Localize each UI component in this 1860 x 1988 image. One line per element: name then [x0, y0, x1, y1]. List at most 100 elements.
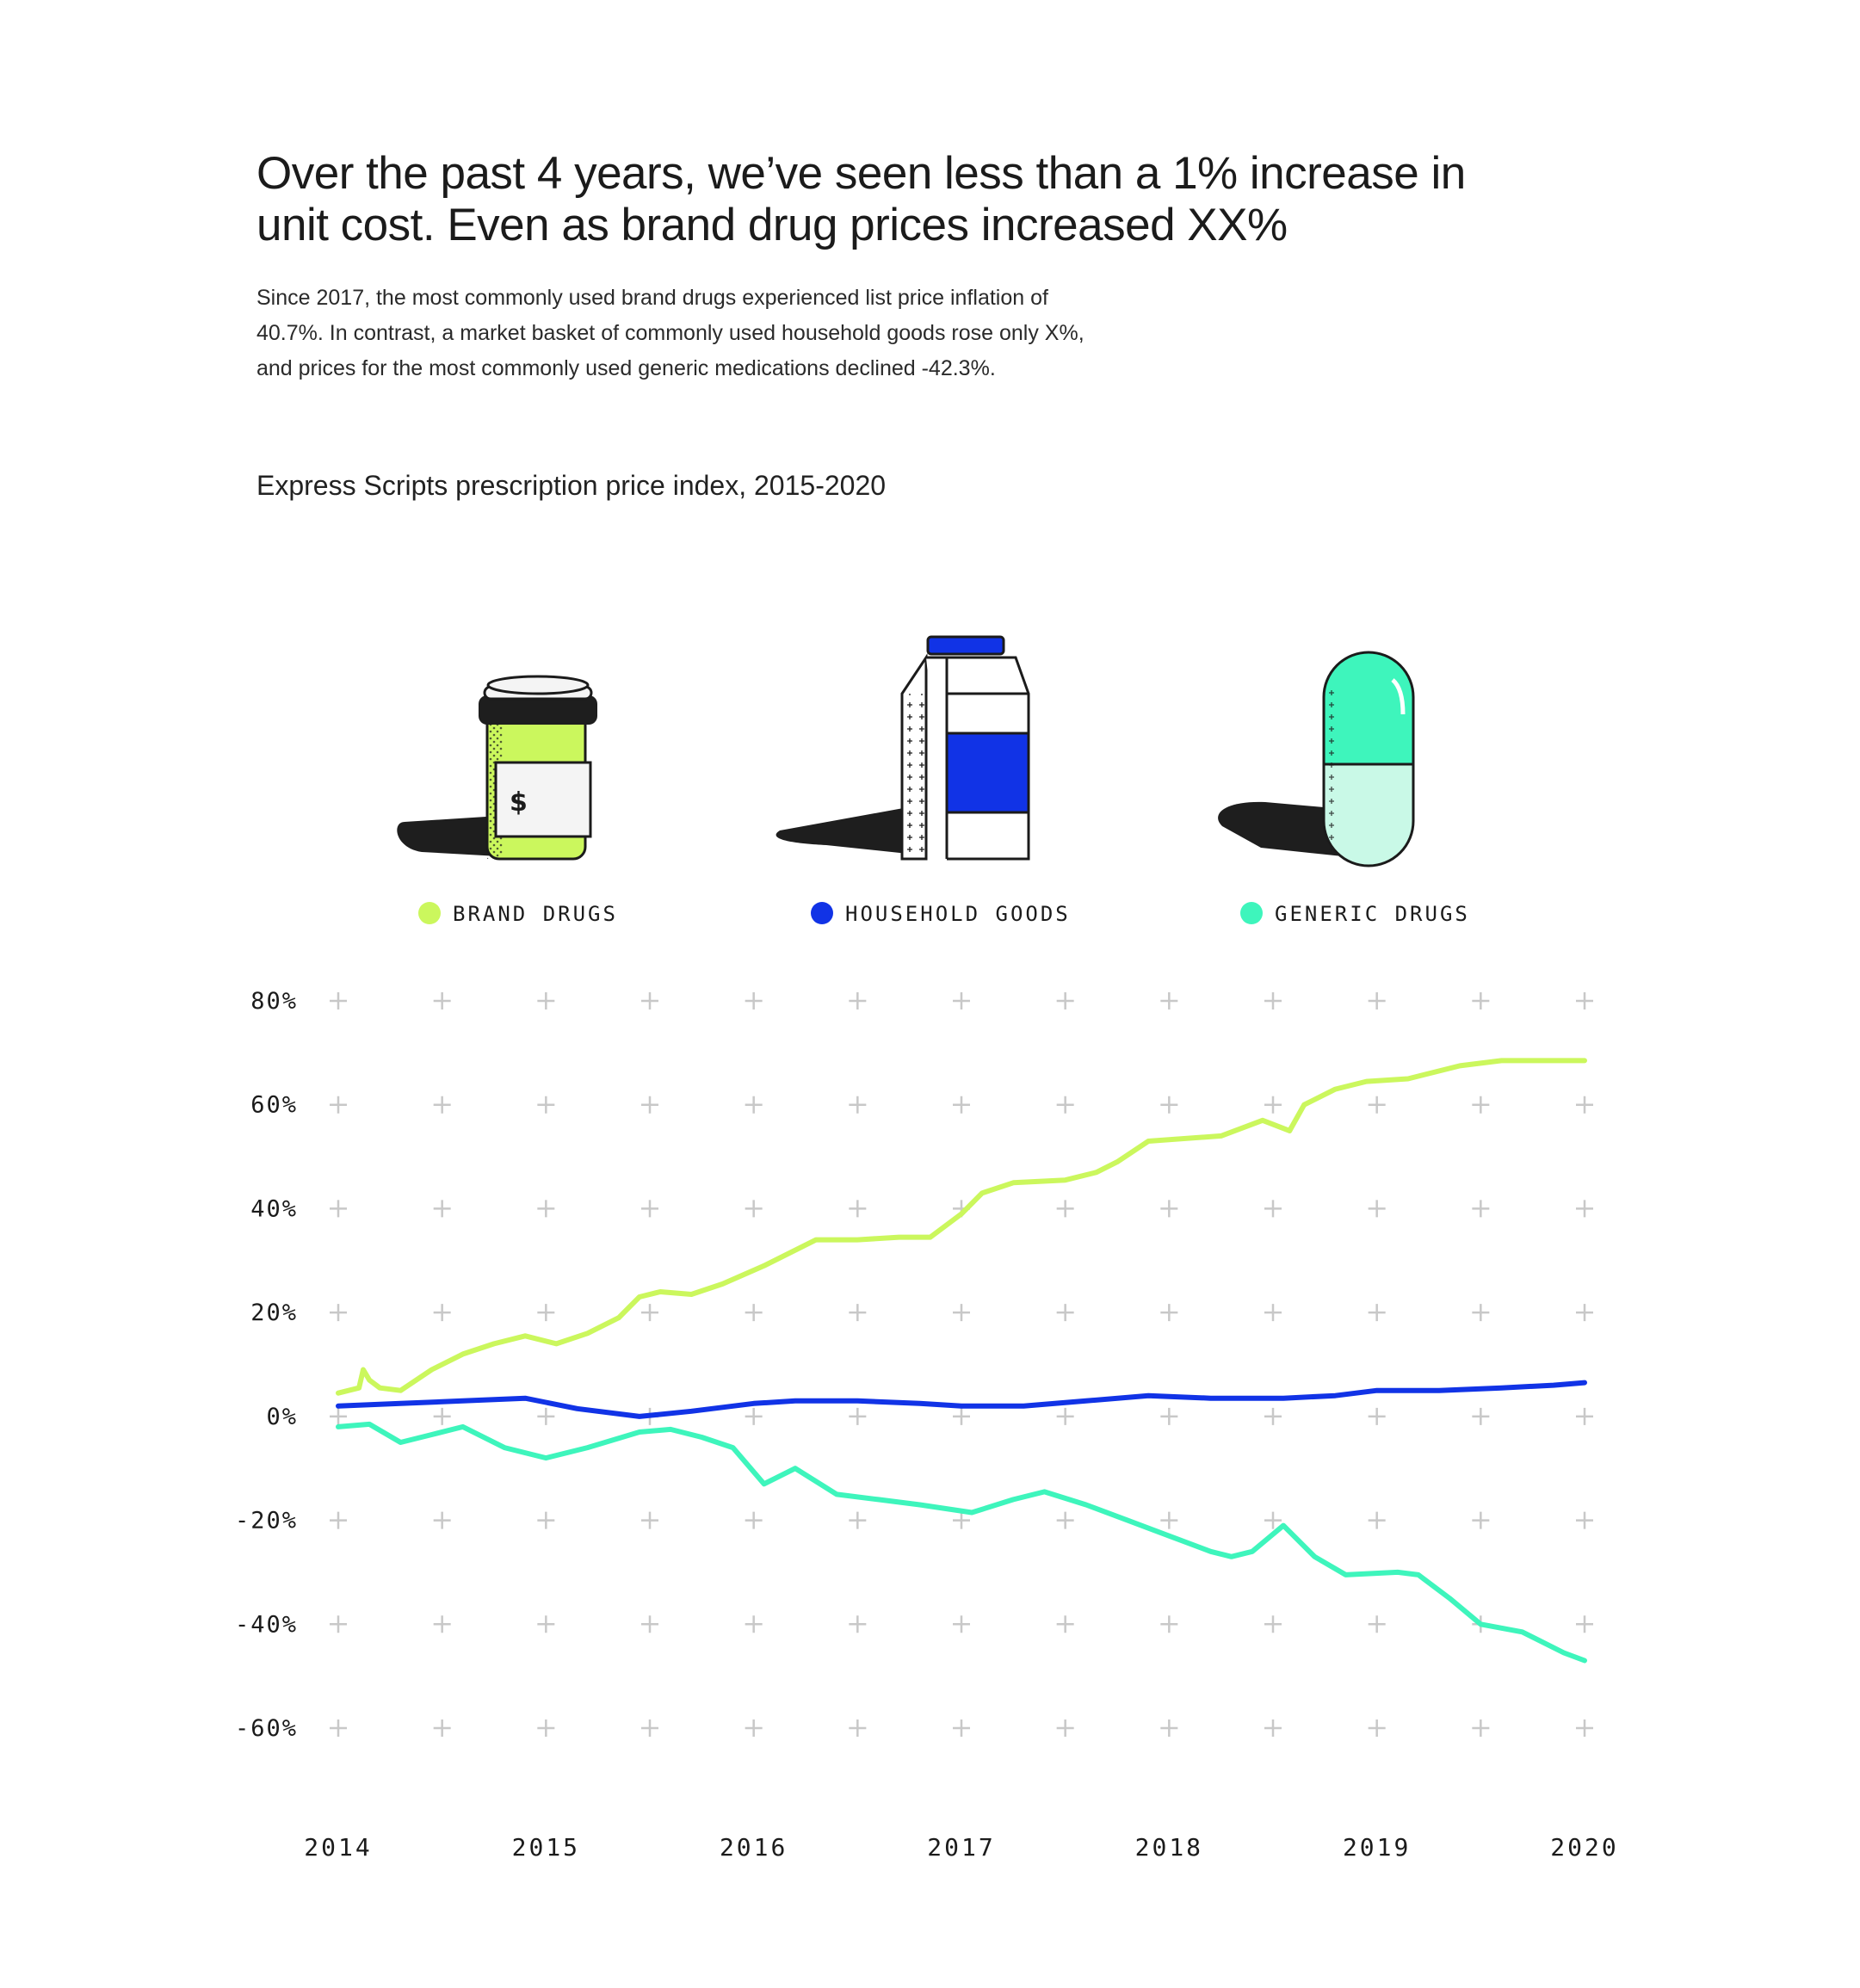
intro-line-2: 40.7%. In contrast, a market basket of c… [256, 321, 1084, 345]
grid-plus [433, 1719, 451, 1737]
grid-plus [1160, 1096, 1178, 1114]
grid-plus [1576, 1719, 1593, 1737]
legend: BRAND DRUGS HOUSEHOLD GOODS GENERIC DRUG… [418, 902, 1470, 926]
x-tick-label: 2014 [304, 1833, 372, 1861]
y-tick-label: 80% [250, 988, 298, 1015]
grid-plus [330, 1407, 347, 1425]
grid-plus [849, 992, 867, 1009]
x-axis: 2014 2015 2016 2017 2018 2019 2020 [304, 1833, 1618, 1861]
grid-plus [1056, 1511, 1074, 1529]
grid-plus [745, 1615, 763, 1633]
grid-plus [745, 1511, 763, 1529]
grid-plus [745, 1096, 763, 1114]
grid-plus [1472, 992, 1490, 1009]
grid-plus [745, 1304, 763, 1322]
chart-title: Express Scripts prescription price index… [256, 470, 887, 501]
grid-plus [1160, 1407, 1178, 1425]
series-line-generic-drugs [336, 1421, 1587, 1664]
grid-plus [1368, 1200, 1386, 1218]
grid-plus [330, 992, 347, 1009]
grid-plus [953, 1615, 970, 1633]
grid-plus [953, 992, 970, 1009]
grid-plus [1472, 1719, 1490, 1737]
grid-plus [849, 1096, 867, 1114]
legend-item-household-goods: HOUSEHOLD GOODS [811, 902, 1068, 926]
grid-plus [1576, 1200, 1593, 1218]
grid-plus [745, 1407, 763, 1425]
grid-plus [849, 1511, 867, 1529]
grid-plus [1368, 1407, 1386, 1425]
grid-plus [537, 992, 555, 1009]
grid-plus [1160, 1719, 1178, 1737]
grid-plus [433, 992, 451, 1009]
grid-plus [537, 1719, 555, 1737]
intro-paragraph: Since 2017, the most commonly used brand… [256, 281, 1203, 386]
grid-plus [953, 1511, 970, 1529]
grid-plus [1576, 1096, 1593, 1114]
grid-plus [849, 1615, 867, 1633]
legend-item-brand-drugs: BRAND DRUGS [418, 902, 618, 926]
grid-plus [1264, 1096, 1282, 1114]
grid-plus [953, 1407, 970, 1425]
grid-plus [1368, 1719, 1386, 1737]
grid-plus [1472, 1096, 1490, 1114]
legend-dot-household-goods [811, 902, 833, 924]
grid-plus [1264, 1511, 1282, 1529]
grid-plus [1368, 1615, 1386, 1633]
grid-plus [1056, 1200, 1074, 1218]
headline-line-2: unit cost. Even as brand drug prices inc… [256, 200, 1288, 250]
headline: Over the past 4 years, we’ve seen less t… [256, 148, 1548, 251]
legend-dot-generic-drugs [1240, 902, 1263, 924]
grid-plus [1264, 1407, 1282, 1425]
grid-plus [1160, 1200, 1178, 1218]
headline-line-1: Over the past 4 years, we’ve seen less t… [256, 148, 1466, 199]
grid-plus [433, 1096, 451, 1114]
legend-item-generic-drugs: GENERIC DRUGS [1240, 902, 1470, 926]
grid-plus [433, 1304, 451, 1322]
grid-plus [641, 1615, 658, 1633]
grid-plus [1368, 1304, 1386, 1322]
grid-plus [330, 1511, 347, 1529]
grid-plus [330, 1304, 347, 1322]
grid-plus [433, 1511, 451, 1529]
grid-plus [330, 1200, 347, 1218]
grid-plus [953, 1304, 970, 1322]
grid-plus [1056, 992, 1074, 1009]
grid-plus [849, 1200, 867, 1218]
legend-dot-brand-drugs [418, 902, 441, 924]
grid-plus [1472, 1407, 1490, 1425]
grid-plus [641, 992, 658, 1009]
grid-plus-markers [330, 992, 1593, 1737]
grid-plus [745, 1200, 763, 1218]
legend-label-brand-drugs: BRAND DRUGS [453, 902, 618, 926]
legend-label-generic-drugs: GENERIC DRUGS [1275, 902, 1470, 926]
grid-plus [1264, 1200, 1282, 1218]
grid-plus [1472, 1200, 1490, 1218]
grid-plus [537, 1200, 555, 1218]
grid-plus [1056, 1096, 1074, 1114]
grid-plus [537, 1407, 555, 1425]
grid-plus [1576, 1304, 1593, 1322]
series-lines [336, 1058, 1587, 1664]
x-tick-label: 2020 [1550, 1833, 1618, 1861]
x-tick-label: 2018 [1135, 1833, 1203, 1861]
grid-plus [1576, 1615, 1593, 1633]
intro-line-1: Since 2017, the most commonly used brand… [256, 286, 1048, 310]
y-tick-label: 0% [266, 1404, 298, 1430]
grid-plus [849, 1407, 867, 1425]
y-tick-label: 20% [250, 1300, 298, 1326]
y-tick-label: -60% [235, 1715, 298, 1742]
grid-plus [745, 1719, 763, 1737]
grid-plus [1160, 1304, 1178, 1322]
grid-plus [641, 1304, 658, 1322]
grid-plus [330, 1615, 347, 1633]
grid-plus [433, 1615, 451, 1633]
milk-carton-icon [776, 635, 1030, 861]
grid-plus [537, 1304, 555, 1322]
y-axis: 80% 60% 40% 20% 0% -20% -40% -60% [235, 988, 298, 1742]
grid-plus [745, 992, 763, 1009]
grid-plus [1368, 1096, 1386, 1114]
grid-plus [1368, 992, 1386, 1009]
y-tick-label: 40% [250, 1195, 298, 1222]
